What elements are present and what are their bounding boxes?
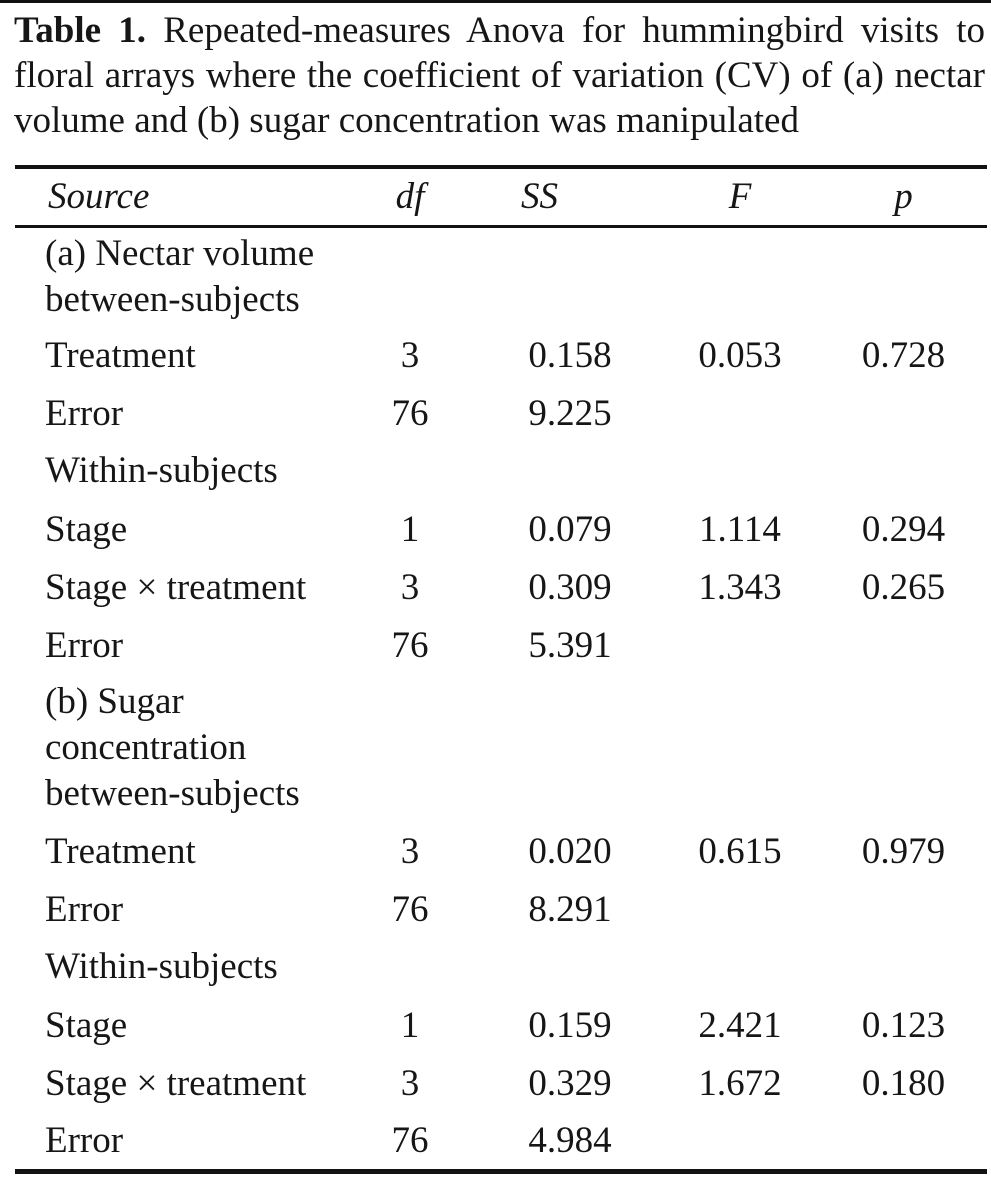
cell-source: Stage [45, 1004, 128, 1046]
cell-df: 1 [400, 508, 420, 550]
cell-df: 76 [391, 392, 429, 434]
table-row: Error 76 8.291 [15, 880, 987, 938]
table-row: Treatment 3 0.158 0.053 0.728 [15, 326, 987, 384]
cell-f [660, 616, 820, 674]
table-row: Stage × treatment 3 0.309 1.343 0.265 [15, 558, 987, 616]
column-header-df: df [395, 176, 425, 218]
table-caption: Table 1. Repeated-measures Anova for hum… [14, 8, 985, 143]
cell-source: Treatment [45, 830, 196, 872]
column-header-f: F [728, 176, 752, 218]
cell-ss: 0.329 [528, 1062, 612, 1104]
cell-source: Treatment [45, 334, 196, 376]
cell-f [660, 1112, 820, 1171]
cell-df: 3 [400, 1062, 420, 1104]
cell-ss: 0.309 [528, 566, 612, 608]
cell-f [660, 880, 820, 938]
table-row: Treatment 3 0.020 0.615 0.979 [15, 822, 987, 880]
cell-f: 2.421 [698, 1004, 782, 1046]
cell-source: Error [45, 1119, 124, 1161]
cell-ss: 0.159 [528, 1004, 612, 1046]
table-row: Stage 1 0.159 2.421 0.123 [15, 996, 987, 1054]
cell-ss: 0.079 [528, 508, 612, 550]
section-row-a-between-subjects: (a) Nectar volume between-subjects [15, 226, 987, 326]
column-header-p: p [894, 176, 913, 218]
section-label: Within-subjects [45, 450, 278, 491]
cell-p: 0.180 [861, 1062, 946, 1104]
cell-ss: 9.225 [528, 392, 612, 434]
section-row-a-within-subjects: Within-subjects [15, 442, 987, 500]
page-top-edge [0, 0, 991, 3]
cell-f: 0.615 [698, 830, 782, 872]
section-label: (a) Nectar volume between-subjects [45, 232, 315, 320]
table-row: Stage × treatment 3 0.329 1.672 0.180 [15, 1054, 987, 1112]
cell-p: 0.294 [861, 508, 946, 550]
caption-line-3: volume and (b) sugar concentration was m… [14, 100, 799, 141]
cell-p: 0.265 [861, 566, 946, 608]
caption-line-2: floral arrays where the coefficient of v… [14, 55, 985, 96]
cell-ss: 0.158 [528, 334, 612, 376]
cell-df: 76 [391, 888, 429, 930]
cell-p: 0.123 [861, 1004, 946, 1046]
table-row: Stage 1 0.079 1.114 0.294 [15, 500, 987, 558]
caption-line-1: Table 1. Repeated-measures Anova for hum… [14, 8, 985, 53]
section-row-b-within-subjects: Within-subjects [15, 938, 987, 996]
section-row-b-between-subjects: (b) Sugar concentration between-subjects [15, 674, 987, 822]
cell-source: Stage [45, 508, 128, 550]
table-number-label: Table 1. [14, 10, 147, 51]
cell-source: Stage × treatment [45, 1062, 307, 1104]
cell-p: 0.979 [861, 830, 946, 872]
cell-f: 1.672 [698, 1062, 782, 1104]
cell-p: 0.728 [861, 334, 946, 376]
cell-source: Error [45, 888, 124, 930]
cell-source: Stage × treatment [45, 566, 307, 608]
cell-df: 76 [391, 1119, 429, 1161]
cell-f: 1.343 [698, 566, 782, 608]
cell-f: 1.114 [699, 508, 781, 550]
cell-p [820, 1112, 987, 1171]
table-row: Error 76 5.391 [15, 616, 987, 674]
caption-line-1-text: Repeated-measures Anova for hummingbird … [146, 10, 985, 51]
table-row: Error 76 9.225 [15, 384, 987, 442]
header-row: Source df SS F p [15, 167, 987, 226]
cell-f [660, 384, 820, 442]
cell-p [820, 880, 987, 938]
cell-ss: 4.984 [528, 1119, 612, 1161]
cell-f: 0.053 [698, 334, 782, 376]
section-label: Within-subjects [45, 946, 278, 987]
cell-ss: 8.291 [528, 888, 612, 930]
cell-df: 76 [391, 624, 429, 666]
cell-df: 3 [400, 566, 420, 608]
cell-ss: 5.391 [528, 624, 612, 666]
column-header-ss: SS [521, 176, 558, 218]
cell-ss: 0.020 [528, 830, 612, 872]
cell-df: 3 [400, 830, 420, 872]
cell-source: Error [45, 392, 124, 434]
section-label: (b) Sugar concentration between-subjects [45, 681, 300, 814]
anova-table: Source df SS F p (a) Nectar volume betwe… [15, 165, 987, 1174]
table-row: Error 76 4.984 [15, 1112, 987, 1171]
cell-p [820, 616, 987, 674]
cell-source: Error [45, 624, 124, 666]
cell-df: 1 [400, 1004, 420, 1046]
cell-df: 3 [400, 334, 420, 376]
column-header-source: Source [48, 176, 150, 218]
cell-p [820, 384, 987, 442]
